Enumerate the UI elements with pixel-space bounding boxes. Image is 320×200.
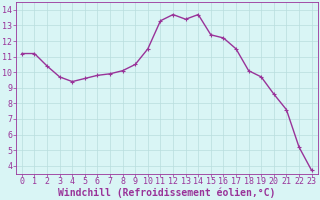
X-axis label: Windchill (Refroidissement éolien,°C): Windchill (Refroidissement éolien,°C) (58, 187, 276, 198)
